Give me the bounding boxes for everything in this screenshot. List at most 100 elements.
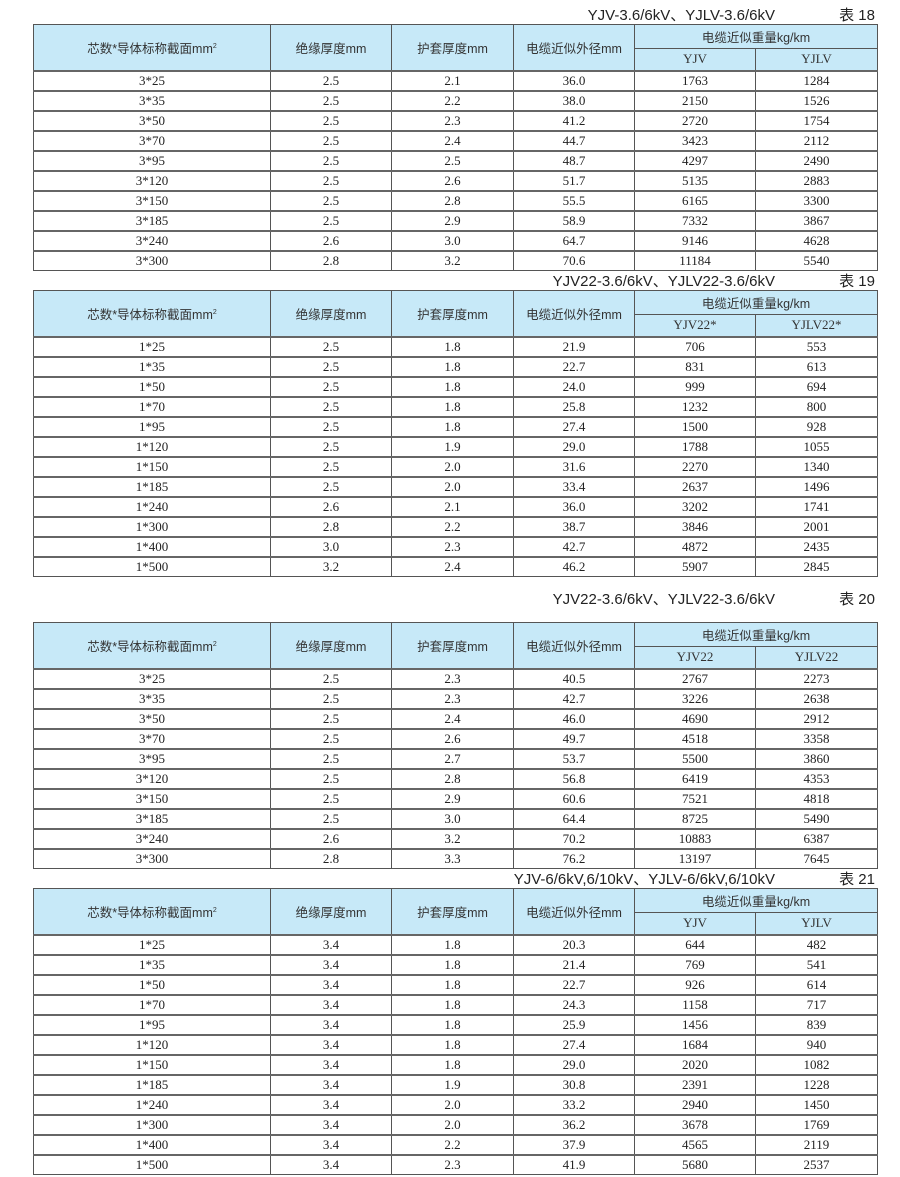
table-cell: 614 <box>755 973 878 995</box>
table-row: 3*35 2.5 2.3 42.7 3226 2638 <box>33 687 878 709</box>
table-cell: 1*300 <box>33 1113 271 1135</box>
table-cell: 3*50 <box>33 109 271 131</box>
table-cell: 6387 <box>755 827 878 849</box>
table-cell: 3.0 <box>270 535 392 557</box>
table-cell: 2.5 <box>270 687 392 709</box>
table-row: 3*95 2.5 2.7 53.7 5500 3860 <box>33 747 878 769</box>
table-cell: 2.8 <box>270 847 392 869</box>
table-cell: 7521 <box>634 787 756 809</box>
table-cell: 1.8 <box>391 1013 514 1035</box>
table-cell: 25.8 <box>513 395 635 417</box>
table-cell: 46.0 <box>513 707 635 729</box>
table-title: YJV22-3.6/6kV、YJLV22-3.6/6kV <box>552 273 775 290</box>
table-cell: 27.4 <box>513 1033 635 1055</box>
table-cell: 5490 <box>755 807 878 829</box>
table-cell: 5907 <box>634 555 756 577</box>
table-cell: 21.9 <box>513 335 635 357</box>
table-cell: 2020 <box>634 1053 756 1075</box>
table-row: 1*185 2.5 2.0 33.4 2637 1496 <box>33 475 878 497</box>
table-cell: 2.8 <box>270 249 392 271</box>
table-cell: 553 <box>755 335 878 357</box>
table-cell: 4690 <box>634 707 756 729</box>
table-number: 表 18 <box>839 7 875 24</box>
table-cell: 2.5 <box>270 109 392 131</box>
table-cell: 49.7 <box>513 727 635 749</box>
table-cell: 1.8 <box>391 973 514 995</box>
table-cell: 1*500 <box>33 555 271 577</box>
table-cell: 3*35 <box>33 89 271 111</box>
table-cell: 2119 <box>755 1133 878 1155</box>
table-cell: 2.9 <box>391 209 514 231</box>
table-cell: 2490 <box>755 149 878 171</box>
table-cell: 41.2 <box>513 109 635 131</box>
header-cross-section: 芯数*导体标称截面mm2 <box>33 622 271 669</box>
table-cell: 2.5 <box>270 375 392 397</box>
table-row: 3*185 2.5 2.9 58.9 7332 3867 <box>33 209 878 231</box>
header-insulation: 绝缘厚度mm <box>270 888 392 935</box>
table-row: 3*300 2.8 3.2 70.6 11184 5540 <box>33 249 878 271</box>
table-cell: 3*120 <box>33 169 271 191</box>
table-cell: 1*240 <box>33 1093 271 1115</box>
table-cell: 928 <box>755 415 878 437</box>
table-cell: 3*50 <box>33 707 271 729</box>
table-cell: 1500 <box>634 415 756 437</box>
table-cell: 1*50 <box>33 973 271 995</box>
table-cell: 3*120 <box>33 767 271 789</box>
table-cell: 3.4 <box>270 1013 392 1035</box>
table-cell: 3.4 <box>270 933 392 955</box>
table-cell: 2112 <box>755 129 878 151</box>
table-cell: 800 <box>755 395 878 417</box>
header-diameter: 电缆近似外径mm <box>513 290 635 337</box>
table-cell: 5500 <box>634 747 756 769</box>
table-row: 1*120 3.4 1.8 27.4 1684 940 <box>33 1033 878 1055</box>
header-insulation: 绝缘厚度mm <box>270 622 392 669</box>
table-cell: 3*300 <box>33 847 271 869</box>
table-row: 1*150 2.5 2.0 31.6 2270 1340 <box>33 455 878 477</box>
table-cell: 24.0 <box>513 375 635 397</box>
table-cell: 839 <box>755 1013 878 1035</box>
table-cell: 1*50 <box>33 375 271 397</box>
table-cell: 42.7 <box>513 535 635 557</box>
table-cell: 3.4 <box>270 1053 392 1075</box>
table-cell: 2273 <box>755 667 878 689</box>
table-cell: 706 <box>634 335 756 357</box>
table-cell: 1*185 <box>33 475 271 497</box>
table-cell: 1496 <box>755 475 878 497</box>
table-cell: 5680 <box>634 1153 756 1175</box>
header-sub-2: YJLV22* <box>755 314 878 337</box>
table-cell: 1.9 <box>391 1073 514 1095</box>
table-cell: 3358 <box>755 727 878 749</box>
table-cell: 3867 <box>755 209 878 231</box>
table-cell: 2.6 <box>270 229 392 251</box>
table-row: 3*120 2.5 2.6 51.7 5135 2883 <box>33 169 878 191</box>
table-cell: 1.9 <box>391 435 514 457</box>
table-cell: 2.3 <box>391 109 514 131</box>
header-sheath: 护套厚度mm <box>391 622 514 669</box>
table-row: 1*50 3.4 1.8 22.7 926 614 <box>33 973 878 995</box>
table-row: 1*70 2.5 1.8 25.8 1232 800 <box>33 395 878 417</box>
table-row: 3*300 2.8 3.3 76.2 13197 7645 <box>33 847 878 869</box>
table-cell: 21.4 <box>513 953 635 975</box>
spec-table-block: YJV22-3.6/6kV、YJLV22-3.6/6kV 表 20 芯数*导体标… <box>33 588 878 869</box>
table-cell: 3*70 <box>33 727 271 749</box>
table-cell: 1340 <box>755 455 878 477</box>
table-cell: 1158 <box>634 993 756 1015</box>
table-row: 3*240 2.6 3.2 70.2 10883 6387 <box>33 827 878 849</box>
table-cell: 8725 <box>634 807 756 829</box>
table-cell: 2.1 <box>391 69 514 91</box>
header-weight: 电缆近似重量kg/km <box>634 622 878 647</box>
table-cell: 1.8 <box>391 933 514 955</box>
table-cell: 1.8 <box>391 1033 514 1055</box>
table-cell: 3300 <box>755 189 878 211</box>
table-cell: 11184 <box>634 249 756 271</box>
table-cell: 3.4 <box>270 1113 392 1135</box>
table-cell: 1*35 <box>33 355 271 377</box>
table-cell: 644 <box>634 933 756 955</box>
table-cell: 41.9 <box>513 1153 635 1175</box>
table-cell: 36.2 <box>513 1113 635 1135</box>
table-cell: 3*300 <box>33 249 271 271</box>
table-row: 3*50 2.5 2.3 41.2 2720 1754 <box>33 109 878 131</box>
spec-table: 芯数*导体标称截面mm2 绝缘厚度mm 护套厚度mm 电缆近似外径mm 电缆近似… <box>33 888 878 1175</box>
table-cell: 58.9 <box>513 209 635 231</box>
header-weight: 电缆近似重量kg/km <box>634 24 878 49</box>
